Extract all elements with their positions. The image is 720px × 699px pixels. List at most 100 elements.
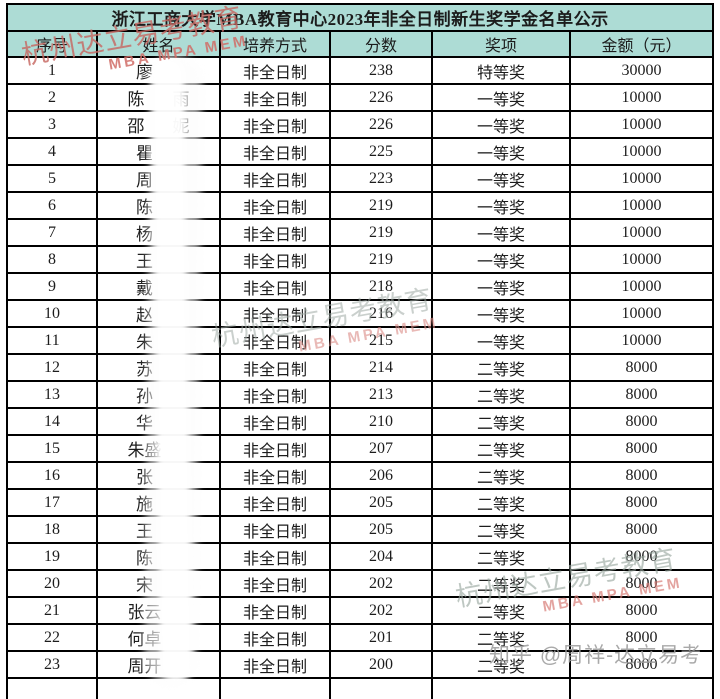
table-body: 1 廖 非全日制 238 特等奖 30000 2 陈雨 非全日制 226 一等奖… [6, 56, 715, 699]
cell-serial-no: 8 [6, 245, 98, 274]
cell-serial-no: 18 [6, 515, 98, 544]
cell-award: 一等奖 [431, 191, 571, 220]
cell-name: 瞿 [96, 137, 221, 166]
name-visible-prefix: 戴 [136, 279, 153, 298]
cell-award: 一等奖 [431, 299, 571, 328]
cell-score: 213 [329, 380, 433, 409]
cell-score: 207 [329, 434, 433, 463]
table-header-row: 序号 姓名 培养方式 分数 奖项 金额（元） [6, 30, 715, 58]
cell-score: 219 [329, 218, 433, 247]
table-row: 4 瞿 非全日制 225 一等奖 10000 [6, 137, 715, 166]
cell-serial-no: 3 [6, 110, 98, 139]
table-row: 22 何卓 非全日制 201 二等奖 8000 [6, 623, 715, 652]
name-wrap: 戴 [136, 275, 181, 298]
name-wrap: 廖 [136, 59, 181, 82]
cell-training-method: 非全日制 [219, 56, 331, 85]
cell-score: 205 [329, 488, 433, 517]
cell-training-method: 非全日制 [219, 164, 331, 193]
name-wrap: 王 [136, 248, 181, 271]
cell-award: 一等奖 [431, 137, 571, 166]
name-redacted-gap [153, 259, 181, 260]
name-wrap: 瞿 [136, 140, 181, 163]
name-wrap: 陈雨 [128, 86, 190, 109]
name-redacted-gap [162, 637, 190, 638]
cell-name: 张 [96, 461, 221, 490]
cell-name: 邵妮 [96, 110, 221, 139]
cell-amount: 10000 [568, 299, 715, 328]
cell-serial-no: 21 [6, 596, 98, 625]
cell-name: 陈雨 [96, 83, 221, 112]
name-redacted-gap [153, 232, 181, 233]
cell-name: 周开 [96, 650, 221, 679]
cell-award: 二等奖 [431, 488, 571, 517]
table-row: 17 施 非全日制 205 二等奖 8000 [6, 488, 715, 517]
name-wrap: 朱盛 [128, 437, 190, 460]
name-wrap: 何卓 [128, 626, 190, 649]
cell-score: 200 [329, 650, 433, 679]
name-visible-prefix: 王 [136, 252, 153, 271]
table-row: 1 廖 非全日制 238 特等奖 30000 [6, 56, 715, 85]
name-wrap [145, 694, 173, 695]
table-row: 19 陈 非全日制 204 二等奖 8000 [6, 542, 715, 571]
cell-serial-no: 23 [6, 650, 98, 679]
cell-name: 朱盛 [96, 434, 221, 463]
table-row: 3 邵妮 非全日制 226 一等奖 10000 [6, 110, 715, 139]
cell-training-method: 非全日制 [219, 137, 331, 166]
cell-serial-no: 4 [6, 137, 98, 166]
name-redacted-gap [153, 394, 181, 395]
cell-amount: 30000 [568, 56, 715, 85]
cell-amount: 8000 [568, 515, 715, 544]
cell-name: 陈 [96, 542, 221, 571]
cell-name: 廖 [96, 56, 221, 85]
name-redacted-gap [153, 421, 181, 422]
cell-serial-no: 1 [6, 56, 98, 85]
cell-amount: 8000 [568, 542, 715, 571]
name-wrap: 邵妮 [127, 113, 190, 136]
cell-award: 一等奖 [431, 218, 571, 247]
cell-serial-no: 2 [6, 83, 98, 112]
table-row [6, 677, 715, 699]
cell-award [431, 677, 571, 699]
name-redacted-gap [162, 610, 190, 611]
col-header-amount: 金额（元） [568, 30, 715, 58]
name-redacted-gap [145, 124, 173, 125]
cell-training-method: 非全日制 [219, 83, 331, 112]
cell-score: 201 [329, 623, 433, 652]
cell-training-method: 非全日制 [219, 650, 331, 679]
name-visible-prefix: 张云 [127, 603, 162, 622]
cell-training-method: 非全日制 [219, 299, 331, 328]
table-row: 10 赵 非全日制 216 一等奖 10000 [6, 299, 715, 328]
cell-serial-no: 14 [6, 407, 98, 436]
cell-award: 一等奖 [431, 164, 571, 193]
name-visible-prefix: 王 [136, 522, 153, 541]
name-visible-prefix: 赵 [136, 306, 153, 325]
cell-training-method: 非全日制 [219, 407, 331, 436]
name-visible-prefix: 邵 [127, 117, 145, 136]
col-header-no: 序号 [6, 30, 98, 58]
cell-amount: 8000 [568, 380, 715, 409]
name-wrap: 孙 [136, 383, 181, 406]
name-redacted-gap [153, 151, 181, 152]
page-title: 浙江工商大学MBA教育中心2023年非全日制新生奖学金名单公示 [5, 3, 715, 32]
cell-score: 214 [329, 353, 433, 382]
cell-award: 二等奖 [431, 407, 571, 436]
name-visible-prefix: 华 [136, 414, 153, 433]
col-header-name: 姓名 [96, 30, 221, 58]
cell-award: 二等奖 [431, 596, 571, 625]
col-header-award: 奖项 [431, 30, 571, 58]
cell-training-method: 非全日制 [219, 272, 331, 301]
name-redacted-gap [153, 475, 181, 476]
cell-serial-no: 11 [6, 326, 98, 355]
name-redacted-gap [153, 583, 181, 584]
name-redacted-gap [153, 502, 181, 503]
cell-serial-no: 15 [6, 434, 98, 463]
cell-name: 王 [96, 515, 221, 544]
name-visible-prefix: 陈 [136, 549, 153, 568]
cell-training-method: 非全日制 [219, 569, 331, 598]
cell-award: 二等奖 [431, 515, 571, 544]
cell-amount: 8000 [568, 569, 715, 598]
cell-training-method: 非全日制 [219, 353, 331, 382]
cell-score: 205 [329, 515, 433, 544]
name-redacted-gap [153, 70, 181, 71]
table-row: 8 王 非全日制 219 一等奖 10000 [6, 245, 715, 274]
